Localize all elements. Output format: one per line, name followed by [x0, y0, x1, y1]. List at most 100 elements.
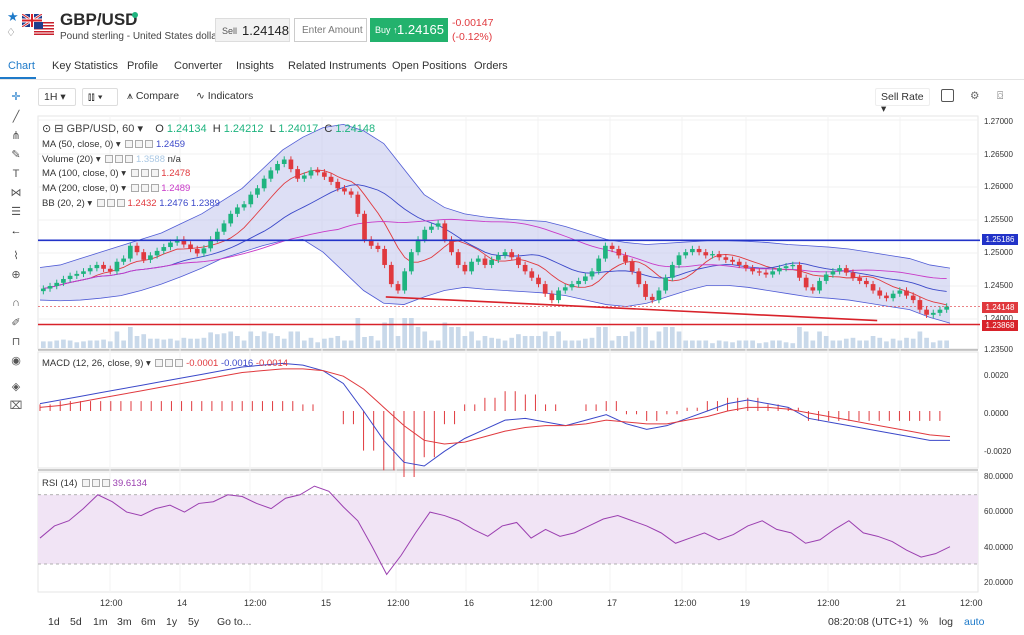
legend-ma100[interactable]: MA (100, close, 0) ▾ 1.2478 — [42, 168, 191, 179]
layers-icon[interactable]: ◈ — [11, 381, 21, 393]
price-axis-label: 1.26500 — [984, 150, 1013, 159]
tab-profile[interactable]: Profile — [127, 60, 159, 72]
back-arrow-icon[interactable]: ← — [10, 225, 22, 237]
ma-200-line — [43, 218, 947, 290]
settings-gear-icon[interactable]: ⚙ — [970, 90, 980, 102]
trendline-icon[interactable]: ╱ — [12, 111, 20, 123]
volume-bar — [924, 337, 929, 348]
pattern-icon[interactable]: ⋈ — [10, 187, 22, 199]
bell-icon[interactable]: ♢ — [6, 27, 16, 39]
range-1m[interactable]: 1m — [93, 616, 108, 628]
goto-date-button[interactable]: Go to... — [217, 616, 252, 628]
zoom-icon[interactable]: ⊕ — [11, 269, 21, 281]
volume-bar — [656, 331, 662, 348]
candle-body — [609, 245, 615, 249]
tab-insights[interactable]: Insights — [236, 60, 274, 72]
volume-bar — [342, 340, 347, 348]
macd-axis-label: 0.0020 — [984, 371, 1009, 380]
text-tool-icon[interactable]: T — [12, 168, 20, 180]
magnet-icon[interactable]: ∩ — [12, 297, 20, 309]
volume-bar — [857, 340, 863, 348]
clock-timezone[interactable]: 08:20:08 (UTC+1) — [828, 616, 913, 628]
candle-body — [944, 306, 949, 310]
lock-icon[interactable]: ⊓ — [11, 336, 21, 348]
ma-50-line — [43, 184, 947, 292]
volume-bar — [228, 331, 234, 348]
legend-ma50[interactable]: MA (50, close, 0) ▾ 1.2459 — [42, 139, 186, 150]
horizontal-levels[interactable] — [38, 239, 980, 326]
candle-body — [435, 223, 441, 227]
volume-bar — [328, 337, 334, 348]
trash-icon[interactable]: ⌧ — [9, 400, 23, 412]
time-axis-label: 12:00 — [960, 598, 983, 608]
brush-icon[interactable]: ✎ — [11, 149, 21, 161]
camera-icon[interactable]: ⌼ — [997, 90, 1004, 102]
volume-bar — [582, 338, 588, 348]
candle-body — [395, 284, 401, 291]
candle-body — [750, 268, 755, 272]
volume-bar — [415, 327, 421, 348]
fullscreen-icon[interactable] — [941, 89, 954, 102]
candle-body — [723, 257, 729, 260]
sell-rate-select[interactable]: Sell Rate ▾ — [875, 88, 930, 115]
legend-ma200[interactable]: MA (200, close, 0) ▾ 1.2489 — [42, 183, 191, 194]
range-3m[interactable]: 3m — [117, 616, 132, 628]
legend-ma200-label: MA (200, close, 0) — [42, 183, 119, 194]
eye-icon[interactable]: ◉ — [11, 355, 21, 367]
legend-collapse-icon[interactable]: ⊙ ⊟ — [42, 123, 67, 135]
volume-bar — [529, 336, 535, 348]
auto-scale-toggle[interactable]: auto — [964, 616, 985, 628]
volume-bar — [636, 327, 642, 348]
star-icon[interactable]: ★ — [7, 9, 19, 24]
crosshair-icon[interactable]: ✛ — [11, 91, 21, 103]
buy-button[interactable]: Buy ↑ 1.24165 — [370, 18, 448, 42]
legend-bollinger[interactable]: BB (20, 2) ▾ 1.2432 1.2476 1.2389 — [42, 198, 220, 209]
percent-scale-toggle[interactable]: % — [919, 616, 929, 628]
volume-bar — [475, 340, 481, 348]
pencil-lock-icon[interactable]: ✐ — [11, 317, 21, 329]
candle-body — [194, 248, 200, 254]
sell-button[interactable]: Sell 1.24148 — [215, 18, 290, 42]
pitchfork-icon[interactable]: ⋔ — [11, 130, 21, 142]
volume-bar — [41, 341, 46, 348]
price-axis-label: 1.27000 — [984, 117, 1013, 126]
range-5y[interactable]: 5y — [188, 616, 200, 628]
instrument-symbol: GBP/USD — [60, 10, 138, 29]
volume-bar — [402, 318, 408, 348]
price-axis-label: 1.26000 — [984, 182, 1013, 191]
candle-body — [382, 248, 387, 265]
price-change-value: -0.00147 — [452, 17, 494, 29]
candle-body — [810, 287, 816, 291]
candle-body — [643, 284, 648, 297]
tab-converter[interactable]: Converter — [174, 60, 223, 72]
legend-macd[interactable]: MACD (12, 26, close, 9) ▾ -0.0001 -0.001… — [42, 358, 289, 369]
fib-icon[interactable]: ☰ — [11, 206, 21, 218]
tab-related-instruments[interactable]: Related Instruments — [288, 60, 387, 72]
compare-button[interactable]: ⩚ Compare — [127, 90, 179, 103]
chart-type-select[interactable]: ⫾⫾ ▾ — [82, 88, 118, 106]
active-tab-indicator — [0, 77, 36, 79]
range-6m[interactable]: 6m — [141, 616, 156, 628]
tab-orders[interactable]: Orders — [474, 60, 508, 72]
indicators-button[interactable]: ∿ Indicators — [196, 90, 253, 102]
tab-key-statistics[interactable]: Key Statistics — [52, 60, 119, 72]
legend-rsi[interactable]: RSI (14) 39.6134 — [42, 478, 147, 489]
tab-chart[interactable]: Chart — [8, 60, 35, 72]
candle-body — [743, 264, 749, 269]
amount-input[interactable]: Enter Amount — [294, 18, 367, 42]
tab-open-positions[interactable]: Open Positions — [392, 60, 467, 72]
measure-icon[interactable]: ⌇ — [13, 250, 19, 262]
price-change-percent: (-0.12%) — [452, 31, 493, 43]
interval-select[interactable]: 1H ▾ — [38, 88, 76, 106]
candle-body — [281, 159, 287, 164]
volume-bar — [536, 336, 541, 348]
range-1y[interactable]: 1y — [166, 616, 178, 628]
candle-body — [449, 239, 454, 253]
log-scale-toggle[interactable]: log — [939, 616, 954, 628]
candle-body — [322, 172, 327, 177]
legend-volume[interactable]: Volume (20) ▾ 1.3588 n/a — [42, 154, 181, 165]
range-1d[interactable]: 1d — [48, 616, 60, 628]
legend-title: GBP/USD, 60 — [66, 123, 135, 135]
range-5d[interactable]: 5d — [70, 616, 82, 628]
